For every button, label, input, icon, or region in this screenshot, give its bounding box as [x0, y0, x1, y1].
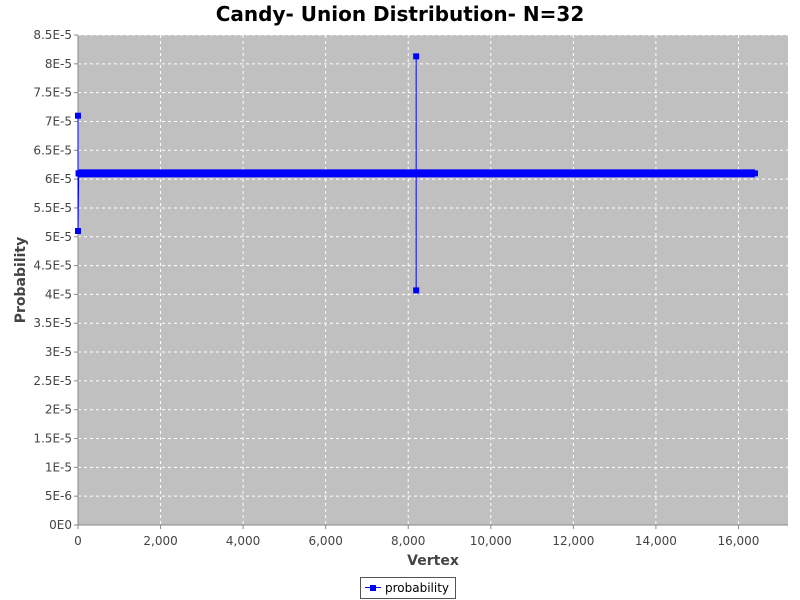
y-tick-label: 1.5E-5 — [33, 432, 72, 446]
data-point — [751, 170, 758, 177]
data-point — [75, 112, 81, 119]
y-tick-label: 7E-5 — [45, 114, 72, 128]
y-tick-label: 8E-5 — [45, 57, 72, 71]
x-tick-label: 6,000 — [308, 534, 342, 548]
x-tick-label: 4,000 — [226, 534, 260, 548]
y-tick-label: 5E-5 — [45, 230, 72, 244]
data-point — [413, 53, 420, 60]
x-tick-label: 8,000 — [391, 534, 425, 548]
x-tick-label: 10,000 — [470, 534, 512, 548]
y-tick-label: 6.5E-5 — [33, 143, 72, 157]
y-tick-label: 1E-5 — [45, 460, 72, 474]
y-tick-label: 3E-5 — [45, 345, 72, 359]
series-probability — [75, 53, 758, 294]
x-tick-label: 14,000 — [635, 534, 677, 548]
y-tick-label: 2E-5 — [45, 403, 72, 417]
legend-label: probability — [385, 581, 450, 595]
x-tick-label: 2,000 — [143, 534, 177, 548]
legend: probability — [360, 577, 457, 599]
plot-area — [78, 35, 788, 525]
y-tick-label: 5E-6 — [45, 489, 72, 503]
x-tick-label: 16,000 — [717, 534, 759, 548]
y-tick-label: 4E-5 — [45, 287, 72, 301]
y-tick-label: 4.5E-5 — [33, 259, 72, 273]
y-tick-label: 2.5E-5 — [33, 374, 72, 388]
y-axis-label: Probability — [13, 237, 29, 324]
data-point — [413, 170, 420, 177]
y-tick-label: 7.5E-5 — [33, 86, 72, 100]
legend-swatch — [365, 583, 381, 593]
axes: 0 2,000 4,000 6,000 8,000 10,000 12,000 14,000 1… — [33, 28, 788, 548]
chart-title: Candy- Union Distribution- N=32 — [215, 2, 585, 26]
data-point — [75, 170, 82, 177]
x-tick-label: 0 — [74, 534, 82, 548]
x-axis-label: Vertex — [407, 553, 459, 569]
data-point — [413, 287, 420, 294]
y-tick-label: 5.5E-5 — [33, 201, 72, 215]
x-tick-label: 12,000 — [552, 534, 594, 548]
y-tick-label: 8.5E-5 — [33, 28, 72, 42]
y-tick-label: 3.5E-5 — [33, 316, 72, 330]
series-line — [77, 56, 755, 291]
y-tick-label: 6E-5 — [45, 172, 72, 186]
y-tick-label: 0E0 — [49, 518, 72, 532]
data-point — [75, 228, 81, 234]
